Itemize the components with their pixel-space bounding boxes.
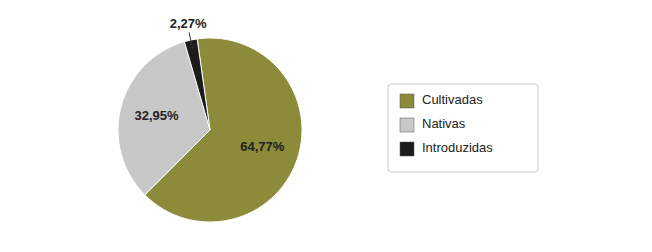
legend-label: Nativas — [422, 116, 466, 131]
data-label: 64,77% — [240, 139, 285, 154]
leader-line — [189, 32, 193, 49]
legend-frame — [388, 84, 538, 172]
chart-container: 64,77% 32,95% 2,27% Cultivadas Nativas Introd… — [0, 0, 652, 252]
pie-slice — [184, 39, 210, 130]
legend-swatch — [400, 118, 414, 132]
slices — [118, 38, 302, 222]
pie-chart: 64,77% 32,95% 2,27% Cultivadas Nativas Introd… — [0, 0, 652, 252]
data-label: 2,27% — [170, 16, 207, 31]
legend-label: Introduzidas — [422, 140, 493, 155]
legend: Cultivadas Nativas Introduzidas — [388, 84, 538, 172]
data-labels: 64,77% 32,95% 2,27% — [135, 16, 285, 154]
legend-swatch — [400, 94, 414, 108]
legend-swatch — [400, 142, 414, 156]
legend-label: Cultivadas — [422, 92, 483, 107]
data-label: 32,95% — [135, 108, 180, 123]
